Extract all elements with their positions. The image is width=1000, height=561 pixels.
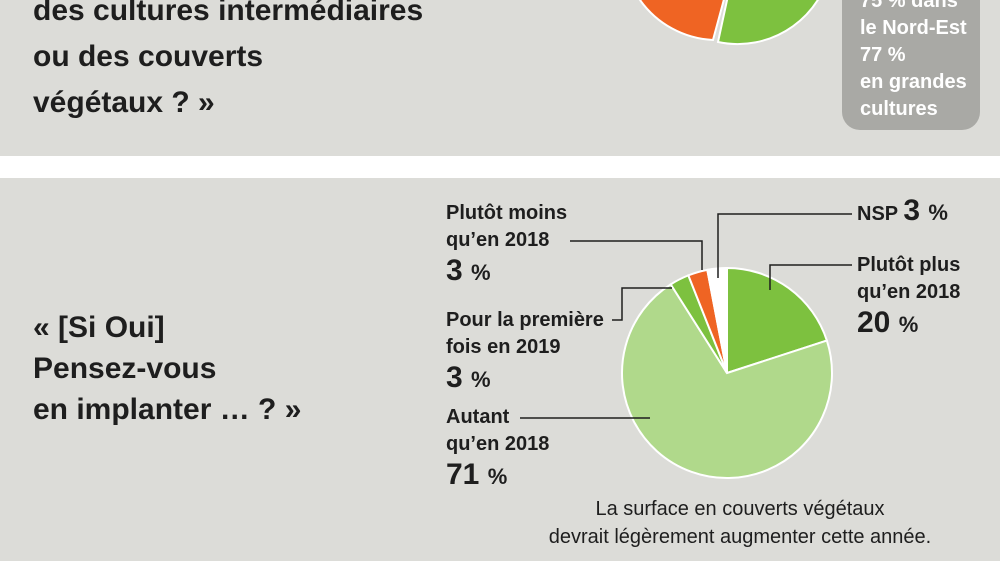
label-line: Pour la première [446, 309, 604, 331]
note-line: cultures [860, 98, 938, 120]
percent-unit: % [471, 260, 491, 285]
label-line: Plutôt plus [857, 254, 961, 276]
question-1-line: ou des couverts [33, 40, 264, 73]
question-1-line: des cultures intermédiaires [33, 0, 424, 27]
percent-value: 3 % [446, 361, 604, 397]
note-line: 77 % [860, 44, 906, 66]
pie-slice-0 [726, 266, 829, 375]
leader-line-nsp [717, 213, 852, 278]
question-2-line: en implanter … ? » [33, 393, 302, 426]
pie-slice-4 [706, 266, 728, 374]
pie-slice-1 [621, 282, 833, 479]
label-plutot-plus: Plutôt plus qu’en 2018 20 % [857, 252, 960, 342]
question-1-text: des cultures intermédiaires ou des couve… [33, 0, 423, 126]
leader-line-plutot-plus [769, 264, 852, 290]
label-line: Autant [446, 406, 510, 428]
percent-unit: % [471, 367, 491, 392]
percent-unit: % [928, 200, 948, 225]
note-line: le Nord-Est [860, 17, 967, 39]
label-nsp: NSP 3 % [857, 194, 948, 230]
section-divider [0, 156, 1000, 178]
percent-unit: % [487, 464, 508, 489]
leader-line-plutot-moins [570, 240, 703, 270]
chart-caption: La surface en couverts végétaux devrait … [480, 495, 1000, 551]
question-1-line: végétaux ? » [33, 86, 215, 119]
percent-number: 3 [446, 361, 463, 394]
question-2-line: Pensez-vous [33, 352, 217, 385]
label-line: Plutôt moins [446, 202, 568, 224]
caption-line: La surface en couverts végétaux [595, 498, 885, 520]
note-line: 75 % dans [860, 0, 958, 12]
percent-value: 3 % [446, 254, 567, 290]
label-line: NSP [857, 203, 898, 225]
leader-line-premiere-fois [612, 287, 672, 321]
question-2-text: « [Si Oui] Pensez-vous en implanter … ? … [33, 307, 301, 430]
label-autant: Autant qu’en 2018 71 % [446, 404, 549, 494]
label-plutot-moins: Plutôt moins qu’en 2018 3 % [446, 200, 567, 290]
percent-value: 20 % [857, 306, 960, 342]
label-line: qu’en 2018 [857, 281, 961, 303]
percent-number: 71 [446, 458, 480, 491]
percent-value: 3 % [903, 194, 948, 227]
label-premiere-fois: Pour la première fois en 2019 3 % [446, 307, 604, 397]
percent-value: 71 % [446, 458, 549, 494]
label-line: qu’en 2018 [446, 229, 550, 251]
percent-number: 3 [903, 194, 921, 227]
leader-lines [520, 213, 852, 419]
question-2-line: « [Si Oui] [33, 311, 165, 344]
top-pie-slice-orange [638, 0, 725, 42]
percent-number: 20 [857, 306, 891, 339]
label-line: fois en 2019 [446, 336, 561, 358]
top-pie-slice-green [716, 0, 819, 45]
percent-number: 3 [446, 254, 463, 287]
note-line: en grandes [860, 71, 967, 93]
pie-slices [621, 266, 833, 479]
label-line: qu’en 2018 [446, 433, 550, 455]
percent-unit: % [898, 312, 919, 337]
note-box: 75 % dans le Nord-Est 77 % en grandes cu… [842, 0, 980, 130]
caption-line: devrait légèrement augmenter cette année… [548, 526, 932, 548]
